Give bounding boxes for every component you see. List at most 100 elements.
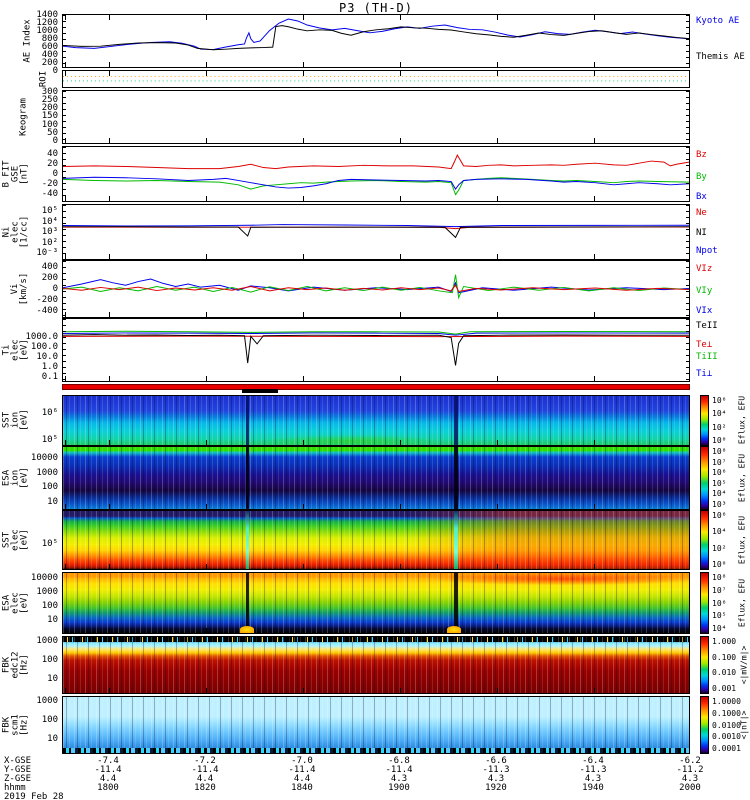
colorbar-esa-elec-ticks: 10⁸ 10⁷ 10⁶ 10⁵ 10⁴ (712, 574, 746, 633)
x-tick-marks (63, 440, 689, 445)
panel-esa-elec-spectrogram (62, 572, 690, 634)
tick-label: 10000 (30, 573, 58, 583)
fbk-edc-ytick-labels: 1000 100 10 (8, 636, 58, 694)
roi-ylabel: ROI (38, 70, 49, 88)
ae-lines (63, 18, 689, 51)
bottom-values-zgse: 4.4 4.4 4.4 4.3 4.3 4.3 4.3 (62, 774, 720, 784)
series-Bx (63, 176, 689, 191)
temperature-lines (63, 330, 689, 366)
colorbar-fbk-scm (700, 696, 709, 754)
panel-keogram (62, 90, 690, 144)
panel-sst-ion-spectrogram (62, 395, 690, 446)
legend-tiperp: Ti⊥ (696, 369, 713, 379)
colorbar-fbk-edc-label: <|mV/m|> (739, 645, 749, 685)
spectrogram-noise (63, 637, 689, 693)
panel-fbk-edc-spectrogram (62, 636, 690, 694)
x-tick-marks (63, 564, 689, 569)
panel-density (62, 204, 690, 260)
colorbar-fbk-edc (700, 636, 709, 694)
data-gap-stripe (246, 511, 250, 569)
tick-label: -7.2 (194, 756, 216, 766)
colorbar-sst-ion (700, 395, 709, 446)
status-flag-bar (62, 384, 690, 393)
x-tick-marks (63, 62, 689, 67)
tick-label: 1.000 (712, 637, 737, 646)
spectrogram-noise (63, 697, 689, 753)
tick-label: 10⁷ (712, 585, 727, 595)
y-tick-marks (686, 91, 689, 143)
tick-label: 10² (712, 543, 727, 553)
legend-viy: VIy (696, 286, 713, 296)
tick-label: 1000 (36, 696, 58, 706)
tick-label: 1800 (97, 783, 119, 793)
tick-label: 1000 (36, 636, 58, 646)
tick-label: 50 (47, 127, 58, 138)
tick-label: 200 (41, 103, 58, 114)
x-tick-marks (63, 688, 689, 693)
tick-label: 10⁶ (712, 598, 727, 608)
tick-label: 150 (41, 111, 58, 122)
tick-label: 10⁵ (41, 206, 58, 216)
tick-label: -6.8 (388, 756, 410, 766)
legend-teperp: Te⊥ (696, 340, 713, 350)
tick-label: 100.0 (30, 342, 58, 352)
y-tick-marks (63, 15, 66, 67)
colorbar-fbk-scm-ticks: 1.0000 0.1000 0.0100 0.0010 0.0001 (712, 698, 746, 753)
colorbar-sst-ion-ticks: 10⁶ 10⁴ 10² 10⁰ (712, 397, 746, 445)
roi-lines (63, 76, 689, 82)
bottom-values-xgse: -7.4 -7.2 -7.0 -6.8 -6.6 -6.4 -6.2 (62, 756, 720, 766)
tick-label: 1940 (582, 783, 604, 793)
status-gap-segment (242, 389, 278, 393)
legend-by: By (696, 172, 707, 182)
tick-label: 4.3 (390, 774, 408, 784)
series-Themis AE (63, 25, 689, 51)
panel-temperature (62, 318, 690, 382)
panel-sst-elec-spectrogram (62, 510, 690, 570)
x-tick-marks (63, 628, 689, 633)
bfit-lines (63, 154, 689, 196)
tick-label: 100 (41, 715, 58, 725)
tick-label: 1820 (194, 783, 216, 793)
page-title: P3 (TH-D) (338, 1, 414, 15)
keogram-ylabel: Keogram (18, 98, 29, 136)
tick-label: 0 (52, 284, 58, 294)
y-tick-marks (686, 261, 689, 317)
colorbar-esa-ion-label: Eflux, EFU (737, 453, 747, 503)
tick-label: -400 (36, 306, 58, 316)
tick-label: 10⁵ (41, 435, 58, 445)
panel-b-fit (62, 146, 690, 202)
tick-label: 10² (41, 237, 58, 248)
tick-label: 20 (47, 159, 58, 169)
density-lines (63, 224, 689, 239)
y-tick-marks (686, 319, 689, 381)
bottom-values-ygse: -11.4 -11.4 -11.4 -11.4 -11.3 -11.3 -11.2 (62, 765, 720, 775)
tick-label: 10⁵ (41, 539, 58, 549)
tick-label: 10⁸ (712, 447, 727, 456)
sst-elec-ylabel: SST elec [eV] (1, 529, 30, 551)
legend-ne: Ne (696, 208, 707, 218)
legend-npot: Npot (696, 246, 718, 256)
tick-label: 300 (41, 87, 58, 97)
y-tick-marks (63, 261, 66, 317)
legend-themis-ae: Themis AE (696, 52, 745, 62)
colorbar-esa-elec (700, 572, 709, 634)
x-tick-marks (63, 196, 689, 201)
bfit-ylabel: B FIT GSE [nT] (1, 160, 30, 188)
tick-label: 0.100 (712, 652, 737, 662)
bottom-row-label-zgse: Z-GSE (4, 774, 32, 784)
tick-label: -20 (41, 179, 58, 189)
colorbar-esa-ion-ticks: 10⁸ 10⁷ 10⁶ 10⁵ 10⁴ 10³ (712, 447, 746, 509)
tick-label: 100 (41, 601, 58, 611)
fbk-edc-ylabel: FBK edc12 [Hz] (1, 651, 30, 679)
series-NI (63, 226, 689, 239)
panel-esa-ion-spectrogram (62, 446, 690, 510)
y-tick-marks (63, 205, 66, 259)
tick-label: -7.0 (291, 756, 313, 766)
tick-label: 2000 (679, 783, 701, 793)
tick-label: 0.010 (712, 668, 737, 678)
tick-label: 100 (41, 119, 58, 130)
tick-label: 10⁴ (712, 409, 727, 419)
series-VIy (63, 274, 689, 300)
tick-label: 10⁶ (41, 408, 58, 418)
tick-label: 10⁴ (712, 489, 727, 499)
